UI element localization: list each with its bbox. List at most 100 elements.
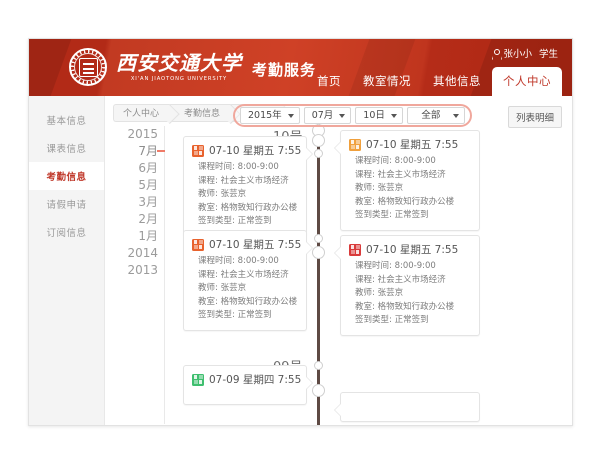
- breadcrumb-item-personal-center[interactable]: 个人中心: [113, 103, 171, 122]
- timeline-node: [313, 234, 323, 243]
- attendance-card-header: 07-10 星期五 7:55: [192, 143, 302, 158]
- filter-highlight-group: 2015年 07月 10日 全部: [233, 104, 472, 127]
- attendance-card-date: 07-10 星期五 7:55: [366, 244, 459, 256]
- attendance-card-teacher: 教师: 张芸京: [355, 183, 404, 193]
- month-select[interactable]: 07月: [303, 107, 352, 124]
- attendance-card-course: 课程: 社会主义市场经济: [355, 274, 446, 285]
- site-logo[interactable]: 西安交通大学 XI'AN JIAOTONG UNIVERSITY 考勤服务: [69, 48, 316, 86]
- app-window: 西安交通大学 XI'AN JIAOTONG UNIVERSITY 考勤服务 张小…: [28, 38, 573, 426]
- main-nav: 首页 教室情况 其他信息 个人中心: [306, 67, 562, 96]
- user-name: 张小小: [503, 49, 532, 60]
- attendance-card[interactable]: 07-10 星期五 7:55 课程时间: 8:00-9:00 课程: 社会主义市…: [333, 235, 480, 336]
- seal-teeth: [70, 49, 106, 85]
- sidebar-item-attendance[interactable]: 考勤信息: [29, 162, 104, 190]
- attendance-card-date: 07-10 星期五 7:55: [209, 145, 302, 157]
- attendance-card-type: 签到类型: 正常签到: [198, 216, 272, 226]
- user-info[interactable]: 张小小 学生: [491, 46, 558, 60]
- attendance-icon: [192, 373, 204, 386]
- attendance-card-time: 课程时间: 8:00-9:00: [198, 256, 279, 266]
- attendance-card[interactable]: [333, 392, 480, 422]
- timeline-node: [311, 246, 325, 259]
- sidebar: 基本信息 课表信息 考勤信息 请假申请 订阅信息: [29, 96, 105, 425]
- attendance-card-type: 签到类型: 正常签到: [355, 210, 429, 220]
- attendance-card-date: 07-10 星期五 7:55: [209, 239, 302, 251]
- timeline-node: [311, 134, 325, 147]
- attendance-card-classroom: 教室: 格物致知行政办公楼: [355, 196, 455, 207]
- nav-item-classroom[interactable]: 教室情况: [363, 74, 411, 88]
- chevron-down-icon: [452, 114, 459, 118]
- attendance-card-type: 签到类型: 正常签到: [355, 315, 429, 325]
- month-item-3[interactable]: 3月: [138, 195, 158, 209]
- breadcrumb-item-attendance[interactable]: 考勤信息: [170, 103, 232, 122]
- day-select-value: 10日: [363, 110, 385, 121]
- timeline-node: [313, 361, 323, 370]
- page-body: 基本信息 课表信息 考勤信息 请假申请 订阅信息 个人中心 考勤信息 时间轴 2…: [29, 96, 572, 425]
- month-item-1[interactable]: 1月: [138, 229, 158, 243]
- nav-item-other-info[interactable]: 其他信息: [433, 74, 481, 88]
- attendance-card-header: 07-10 星期五 7:55: [192, 237, 302, 252]
- attendance-card[interactable]: 07-10 星期五 7:55 课程时间: 8:00-9:00 课程: 社会主义市…: [333, 130, 480, 231]
- timeline-node: [311, 384, 325, 397]
- month-select-value: 07月: [311, 110, 334, 121]
- scope-select-value: 全部: [421, 110, 441, 121]
- attendance-card-time: 课程时间: 8:00-9:00: [355, 156, 436, 166]
- chevron-down-icon: [287, 114, 294, 118]
- attendance-card-date: 07-10 星期五 7:55: [366, 139, 459, 151]
- seal-inner-mark: [78, 57, 98, 77]
- logo-subtitle: 考勤服务: [252, 60, 317, 79]
- month-list: 2015 7月 6月 5月 3月 2月 1月 2014 2013: [111, 126, 165, 424]
- attendance-card-course: 课程: 社会主义市场经济: [198, 269, 289, 280]
- day-select[interactable]: 10日: [355, 107, 403, 124]
- attendance-card-time: 课程时间: 8:00-9:00: [355, 261, 436, 271]
- month-item-2014[interactable]: 2014: [127, 246, 158, 260]
- attendance-card[interactable]: 07-10 星期五 7:55 课程时间: 8:00-9:00 课程: 社会主义市…: [183, 136, 314, 237]
- attendance-card-time: 课程时间: 8:00-9:00: [198, 162, 279, 172]
- site-header: 西安交通大学 XI'AN JIAOTONG UNIVERSITY 考勤服务 张小…: [29, 39, 572, 96]
- nav-item-home[interactable]: 首页: [317, 74, 341, 88]
- chevron-down-icon: [390, 114, 397, 118]
- month-item-5[interactable]: 5月: [138, 178, 158, 192]
- sidebar-item-basic-info[interactable]: 基本信息: [46, 116, 87, 127]
- sidebar-item-schedule[interactable]: 课表信息: [46, 144, 87, 155]
- attendance-card-type: 签到类型: 正常签到: [198, 310, 272, 320]
- month-item-2013[interactable]: 2013: [127, 263, 158, 277]
- month-item-7[interactable]: 7月: [111, 143, 165, 160]
- university-seal-icon: [69, 48, 107, 86]
- year-select[interactable]: 2015年: [240, 107, 300, 124]
- timeline-spine: [311, 122, 325, 425]
- attendance-card-teacher: 教师: 张芸京: [355, 288, 404, 298]
- year-select-value: 2015年: [248, 110, 282, 121]
- attendance-card-course: 课程: 社会主义市场经济: [355, 169, 446, 180]
- attendance-icon: [349, 243, 361, 256]
- attendance-card-teacher: 教师: 张芸京: [198, 189, 247, 199]
- list-detail-button[interactable]: 列表明细: [507, 106, 562, 128]
- user-role: 学生: [538, 49, 558, 60]
- main-content: 个人中心 考勤信息 时间轴 2015年 07月 10日: [105, 96, 572, 425]
- attendance-icon: [192, 144, 204, 157]
- attendance-card-date: 07-09 星期四 7:55: [209, 374, 302, 386]
- month-item-6[interactable]: 6月: [138, 161, 158, 175]
- attendance-card-course: 课程: 社会主义市场经济: [198, 175, 289, 186]
- attendance-card[interactable]: 07-10 星期五 7:55 课程时间: 8:00-9:00 课程: 社会主义市…: [183, 230, 314, 331]
- attendance-icon: [349, 138, 361, 151]
- timeline-area: 2015 7月 6月 5月 3月 2月 1月 2014 2013 10号 09号: [105, 122, 572, 425]
- sidebar-item-leave-request[interactable]: 请假申请: [46, 200, 87, 211]
- logo-text-block: 西安交通大学 XI'AN JIAOTONG UNIVERSITY: [116, 51, 242, 83]
- chevron-down-icon: [339, 114, 346, 118]
- attendance-card[interactable]: 07-09 星期四 7:55: [183, 365, 314, 405]
- logo-name-cn: 西安交通大学: [116, 51, 242, 75]
- attendance-card-classroom: 教室: 格物致知行政办公楼: [198, 202, 298, 213]
- attendance-icon: [192, 238, 204, 251]
- person-icon: [491, 48, 500, 58]
- attendance-card-classroom: 教室: 格物致知行政办公楼: [198, 296, 298, 307]
- header-stripe: [29, 39, 72, 96]
- attendance-card-classroom: 教室: 格物致知行政办公楼: [355, 301, 455, 312]
- scope-select[interactable]: 全部: [406, 107, 465, 124]
- month-item-2015[interactable]: 2015: [127, 127, 158, 141]
- attendance-card-header: 07-10 星期五 7:55: [349, 242, 471, 257]
- nav-item-personal-center[interactable]: 个人中心: [492, 67, 562, 96]
- sidebar-item-subscription[interactable]: 订阅信息: [46, 228, 87, 239]
- attendance-card-teacher: 教师: 张芸京: [198, 283, 247, 293]
- month-item-2[interactable]: 2月: [138, 212, 158, 226]
- attendance-card-header: 07-10 星期五 7:55: [349, 137, 471, 152]
